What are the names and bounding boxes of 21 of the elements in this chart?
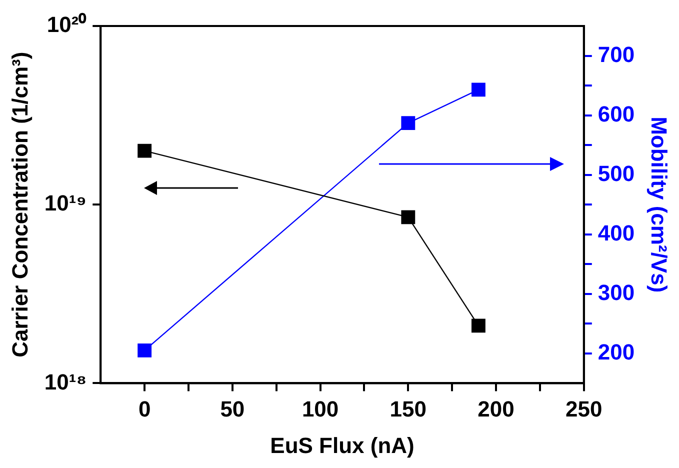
y-tick-label: 10¹⁹ xyxy=(44,190,87,216)
x-axis-title: EuS Flux (nA) xyxy=(270,432,414,458)
point xyxy=(138,144,152,158)
x-tick-label: 0 xyxy=(138,396,151,422)
y-tick-label: 10¹⁸ xyxy=(44,369,87,394)
y-tick-label: 10²⁰ xyxy=(46,12,87,38)
point xyxy=(401,210,416,224)
point xyxy=(471,318,486,333)
y2-tick-label: 600 xyxy=(598,101,635,126)
x-tick-label: 150 xyxy=(390,396,427,422)
y2-axis-title: Mobility (cm²/Vs) xyxy=(646,116,672,293)
y2-tick-label: 200 xyxy=(598,339,635,364)
x-tick-label: 200 xyxy=(478,396,514,422)
y2-tick-label: 500 xyxy=(598,160,635,186)
y2-tick-label: 700 xyxy=(598,42,635,67)
x-tick-label: 100 xyxy=(302,396,339,422)
y2-tick-label: 400 xyxy=(598,220,635,246)
x-tick-label: 250 xyxy=(566,396,602,422)
y2-tick-label: 300 xyxy=(598,280,635,305)
x-tick-label: 50 xyxy=(220,396,245,422)
y-axis-title: Carrier Concentration (1/cm³) xyxy=(7,52,32,358)
